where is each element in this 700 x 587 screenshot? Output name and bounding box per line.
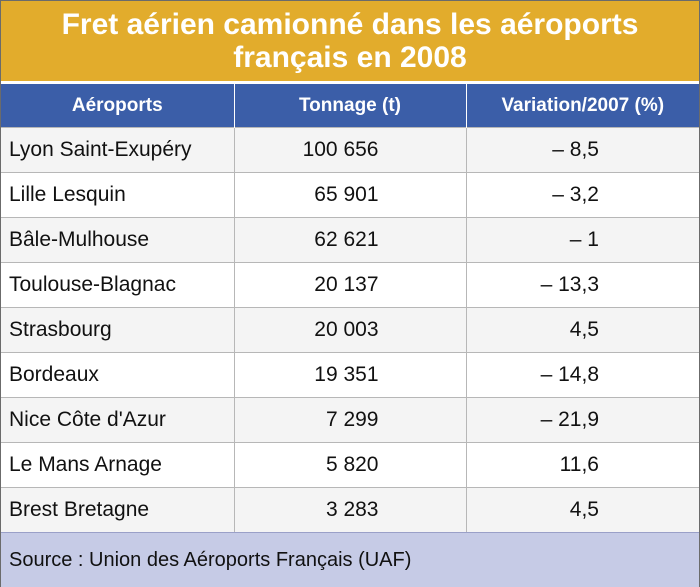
table-row: Brest Bretagne 3 283 4,5 [1,487,699,532]
cell-tonnage: 5 820 [234,442,467,488]
table-row: Strasbourg 20 003 4,5 [1,307,699,353]
cell-airport: Nice Côte d'Azur [1,397,235,443]
table-row: Lille Lesquin 65 901 – 3,2 [1,172,699,218]
cell-variation: 4,5 [466,487,699,532]
cell-variation: – 8,5 [466,127,699,173]
source-band: Source : Union des Aéroports Français (U… [1,532,699,587]
cell-tonnage: 7 299 [234,397,467,443]
cell-airport: Bâle-Mulhouse [1,217,235,263]
cell-airport: Le Mans Arnage [1,442,235,488]
cell-tonnage: 65 901 [234,172,467,218]
cell-variation: – 14,8 [466,352,699,398]
table-row: Le Mans Arnage 5 820 11,6 [1,442,699,488]
table-row: Lyon Saint-Exupéry 100 656 – 8,5 [1,127,699,173]
cell-airport: Strasbourg [1,307,235,353]
cell-airport: Lyon Saint-Exupéry [1,127,235,173]
cell-tonnage: 19 351 [234,352,467,398]
data-table: Aéroports Tonnage (t) Variation/2007 (%)… [1,84,699,532]
cell-variation: – 1 [466,217,699,263]
cell-airport: Toulouse-Blagnac [1,262,235,308]
page-title: Fret aérien camionné dans les aéroports … [61,8,639,74]
cell-tonnage: 20 137 [234,262,467,308]
column-header-tonnage: Tonnage (t) [234,84,467,128]
cell-tonnage: 100 656 [234,127,467,173]
cell-variation: – 3,2 [466,172,699,218]
cell-variation: – 21,9 [466,397,699,443]
column-header-airport: Aéroports [1,84,235,128]
cell-airport: Brest Bretagne [1,487,235,532]
table-row: Bâle-Mulhouse 62 621 – 1 [1,217,699,263]
cell-airport: Lille Lesquin [1,172,235,218]
cell-tonnage: 20 003 [234,307,467,353]
title-band: Fret aérien camionné dans les aéroports … [1,1,699,81]
cell-tonnage: 3 283 [234,487,467,532]
table-row: Toulouse-Blagnac 20 137 – 13,3 [1,262,699,308]
column-header-variation: Variation/2007 (%) [466,84,699,128]
cell-airport: Bordeaux [1,352,235,398]
cell-tonnage: 62 621 [234,217,467,263]
source-note: Source : Union des Aéroports Français (U… [9,548,412,571]
table-header-row: Aéroports Tonnage (t) Variation/2007 (%) [1,84,699,128]
table-row: Bordeaux 19 351 – 14,8 [1,352,699,398]
cell-variation: 11,6 [466,442,699,488]
cell-variation: 4,5 [466,307,699,353]
table-row: Nice Côte d'Azur 7 299 – 21,9 [1,397,699,443]
cell-variation: – 13,3 [466,262,699,308]
